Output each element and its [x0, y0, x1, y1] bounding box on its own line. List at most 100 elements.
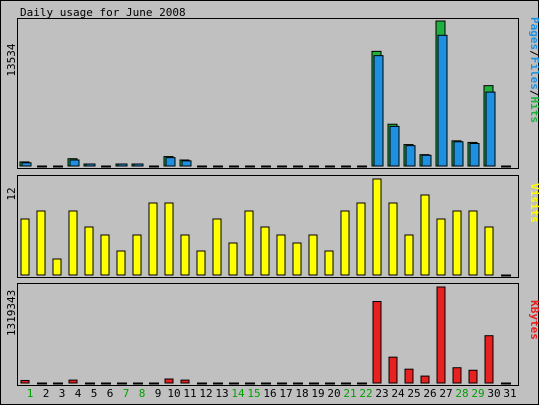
side-label-sep2: /: [528, 90, 539, 97]
side-label-files: Files: [528, 57, 539, 90]
visits-bar: [404, 234, 414, 276]
day-label: 14: [231, 387, 245, 400]
kbytes-panel-frame: [17, 283, 519, 386]
visits-bar: [84, 226, 94, 276]
visits-bar: [468, 210, 478, 276]
day-label: 26: [423, 387, 436, 400]
day-label: 22: [359, 387, 372, 400]
files-bar: [373, 55, 384, 167]
visits-bar: [260, 226, 270, 276]
kbytes-side-label: KBytes: [528, 300, 539, 340]
day-label: 13: [215, 387, 228, 400]
visits-bar: [308, 234, 318, 276]
files-bar: [437, 34, 448, 167]
visits-bar: [100, 234, 110, 276]
visits-bar: [20, 218, 30, 276]
visits-bar: [212, 218, 222, 276]
kbytes-bar: [372, 301, 382, 384]
visits-bar: [324, 250, 334, 276]
files-bar: [389, 125, 400, 167]
kbytes-bar: [436, 286, 446, 384]
visits-bar: [356, 202, 366, 276]
day-tick-labels: 1 2 3 4 5 6 7 8 9 10 11 12 13 14 15 16 17 18 19 20 21 22 23 24 2…: [27, 387, 517, 400]
side-label-hits: Hits: [528, 97, 539, 124]
day-label: 29: [471, 387, 484, 400]
files-bar: [485, 91, 496, 167]
visits-bar: [132, 234, 142, 276]
day-label: 20: [327, 387, 340, 400]
visits-bar: [452, 210, 462, 276]
kbytes-bars: [20, 286, 511, 385]
kbytes-bar: [452, 367, 462, 384]
day-label: 30: [487, 387, 500, 400]
day-label: 21: [343, 387, 356, 400]
day-label: 17: [279, 387, 292, 400]
visits-bar: [228, 242, 238, 276]
day-label: 15: [247, 387, 260, 400]
kbytes-bar: [468, 369, 478, 384]
day-label: 10: [167, 387, 180, 400]
visits-bar: [484, 226, 494, 276]
files-bar: [469, 143, 480, 167]
files-bar: [69, 159, 80, 167]
day-label: 25: [407, 387, 420, 400]
day-label: 2: [43, 387, 50, 400]
files-bar: [133, 163, 144, 167]
visits-bar: [180, 234, 190, 276]
day-label: 8: [139, 387, 146, 400]
kbytes-bar: [180, 379, 190, 384]
hits-panel: 13534 Pages/Files/Hits: [5, 17, 539, 169]
side-label-sep1: /: [528, 50, 539, 57]
kbytes-bar: [404, 368, 414, 384]
day-label: 31: [503, 387, 516, 400]
hits-panel-frame: [17, 18, 519, 169]
files-bar: [85, 163, 96, 167]
files-bar: [181, 160, 192, 167]
visits-bar: [388, 202, 398, 276]
kbytes-bar: [420, 375, 430, 384]
files-bar: [405, 145, 416, 167]
hits-ymax-label: 13534: [5, 43, 18, 76]
day-label: 19: [311, 387, 324, 400]
day-label: 18: [295, 387, 308, 400]
kbytes-bar: [484, 335, 494, 384]
day-label: 1: [27, 387, 34, 400]
day-label: 16: [263, 387, 276, 400]
kbytes-ymax-label: 1319343: [5, 290, 18, 336]
visits-bar: [116, 250, 126, 276]
files-bar: [421, 154, 432, 167]
files-bar: [117, 163, 128, 167]
kbytes-panel: 1319343 KBytes: [5, 283, 539, 386]
visits-panel: 12 Visits: [5, 175, 539, 278]
day-label: 4: [75, 387, 82, 400]
hits-bars: [19, 20, 511, 168]
kbytes-bar: [20, 379, 30, 384]
kbytes-bar: [164, 378, 174, 384]
kbytes-bar: [388, 356, 398, 384]
visits-bar: [340, 210, 350, 276]
files-bar: [21, 162, 32, 167]
day-label: 5: [91, 387, 98, 400]
visits-bar: [292, 242, 302, 276]
day-label: 28: [455, 387, 468, 400]
day-label: 23: [375, 387, 388, 400]
visits-ymax-label: 12: [5, 187, 18, 200]
day-label: 24: [391, 387, 405, 400]
visits-panel-frame: [17, 175, 519, 278]
day-label: 3: [59, 387, 66, 400]
day-label: 9: [155, 387, 162, 400]
visits-bar: [52, 258, 62, 276]
visits-bar: [148, 202, 158, 276]
day-label: 12: [199, 387, 212, 400]
visits-side-label: Visits: [528, 183, 539, 223]
visits-bars: [20, 178, 511, 277]
hits-side-label: Pages/Files/Hits: [528, 17, 539, 123]
files-bar: [165, 157, 176, 167]
visits-bar: [196, 250, 206, 276]
visits-bar: [36, 210, 46, 276]
day-label: 6: [107, 387, 114, 400]
kbytes-bar: [68, 379, 78, 384]
visits-bar: [164, 202, 174, 276]
